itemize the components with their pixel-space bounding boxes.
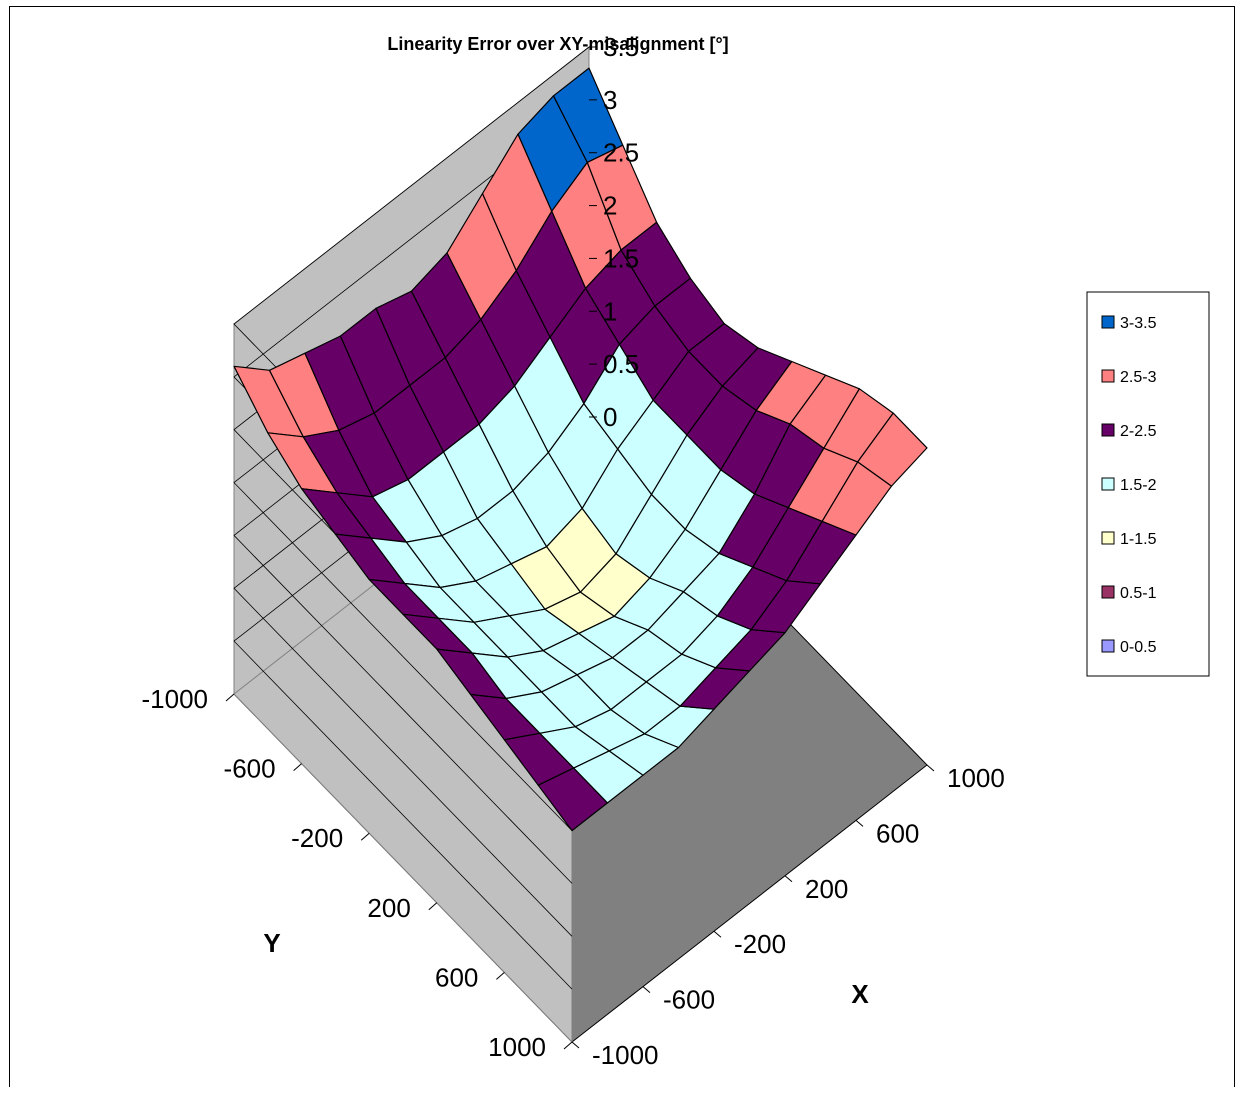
y-tick	[225, 693, 235, 702]
axes: 00.511.522.533.5-1000-600-2002006001000-…	[142, 32, 1005, 1070]
legend-swatch	[1101, 477, 1115, 491]
z-tick-label: 0	[603, 402, 617, 432]
x-tick	[642, 986, 651, 993]
y-tick-label: 1000	[488, 1032, 546, 1062]
y-tick-label: 200	[367, 893, 410, 923]
z-tick-label: 1	[603, 296, 617, 326]
x-tick-label: -600	[663, 985, 715, 1015]
x-tick	[571, 1041, 580, 1049]
legend: 3-3.5 2.5-3 2-2.5 1.5-2 1-1.5 0.5-1 0-0.5	[1086, 291, 1210, 677]
x-tick-label: 200	[805, 874, 848, 904]
x-tick	[855, 820, 864, 827]
legend-swatch	[1101, 585, 1115, 599]
x-tick	[713, 930, 722, 938]
x-axis-title: X	[851, 979, 869, 1009]
z-tick-label: 3.5	[603, 32, 639, 62]
legend-label: 3-3.5	[1120, 315, 1157, 332]
surface-mesh	[233, 67, 928, 832]
y-tick-label: -1000	[142, 684, 209, 714]
z-tick-label: 2	[603, 191, 617, 221]
x-tick-label: 600	[876, 818, 919, 848]
y-tick	[496, 972, 505, 980]
legend-label: 1-1.5	[1120, 531, 1157, 548]
y-tick-label: -200	[291, 823, 343, 853]
z-tick-label: 3	[603, 85, 617, 115]
legend-label: 0.5-1	[1120, 585, 1157, 602]
y-axis-title: Y	[263, 928, 280, 958]
surface-cell	[857, 412, 928, 487]
x-tick-label: -1000	[592, 1040, 659, 1070]
legend-label: 2.5-3	[1120, 369, 1157, 386]
y-tick	[360, 832, 370, 841]
z-tick-label: 2.5	[603, 138, 639, 168]
x-tick-label: 1000	[947, 763, 1005, 793]
legend-label: 2-2.5	[1120, 423, 1157, 440]
legend-label: 1.5-2	[1120, 477, 1157, 494]
x-tick	[926, 764, 935, 772]
legend-label: 0-0.5	[1120, 639, 1157, 656]
y-tick	[293, 763, 302, 771]
legend-swatch	[1101, 423, 1115, 437]
legend-swatch	[1101, 531, 1115, 545]
z-tick-label: 0.5	[603, 349, 639, 379]
chart-title: Linearity Error over XY-misalignment [°]	[387, 34, 728, 54]
x-tick-label: -200	[734, 929, 786, 959]
y-tick-label: -600	[224, 754, 276, 784]
legend-swatch	[1101, 369, 1115, 383]
legend-swatch	[1101, 315, 1115, 329]
legend-swatch	[1101, 639, 1115, 653]
y-tick	[428, 902, 438, 911]
y-tick	[563, 1041, 573, 1050]
x-tick	[784, 875, 793, 883]
chart-frame	[9, 6, 1235, 1087]
y-tick-label: 600	[435, 962, 478, 992]
z-tick-label: 1.5	[603, 243, 639, 273]
